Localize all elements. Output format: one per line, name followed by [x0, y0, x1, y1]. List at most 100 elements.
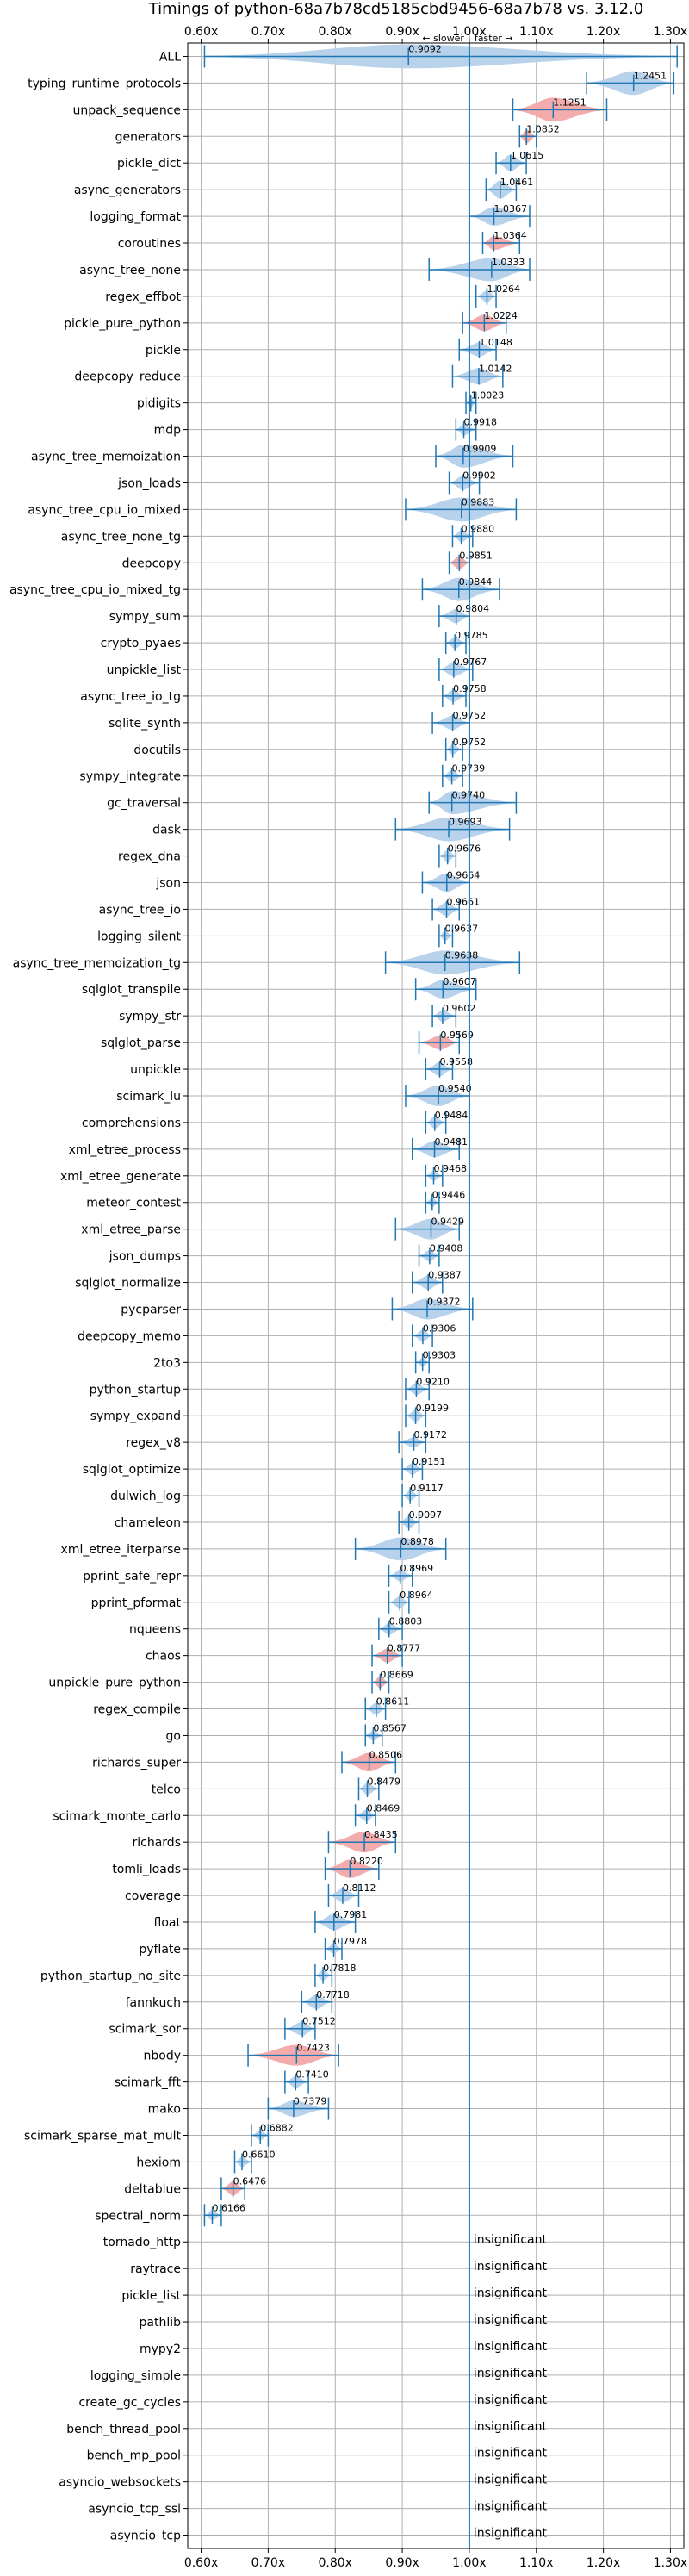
y-tick-label: mako	[148, 2103, 181, 2117]
median-value-label: 1.2451	[634, 70, 667, 81]
y-tick-label: pathlib	[140, 2316, 182, 2330]
y-tick-label: xml_etree_generate	[60, 1170, 181, 1184]
y-tick-label: asyncio_tcp_ssl	[88, 2503, 181, 2517]
y-tick-label: async_tree_memoization	[31, 451, 181, 464]
y-tick-label: pyflate	[139, 1943, 181, 1957]
y-tick-label: scimark_sparse_mat_mult	[24, 2129, 181, 2143]
median-value-label: 1.0264	[487, 283, 520, 295]
y-tick-label: sympy_sum	[109, 610, 181, 624]
y-tick-label: raytrace	[130, 2262, 181, 2276]
x-tick-label: 1.30x	[654, 25, 687, 39]
median-value-label: 0.9151	[413, 1456, 446, 1467]
insignificant-label: insignificant	[474, 2260, 548, 2274]
y-tick-label: dulwich_log	[110, 1490, 181, 1503]
y-tick-label: python_startup	[90, 1383, 181, 1397]
median-value-label: 0.9664	[447, 869, 481, 880]
median-value-label: 0.7410	[295, 2069, 329, 2081]
y-tick-label: float	[154, 1916, 182, 1930]
y-tick-label: deepcopy_memo	[78, 1329, 181, 1343]
median-value-label: 0.8506	[369, 1749, 403, 1760]
median-value-label: 0.9785	[455, 630, 488, 641]
y-tick-label: async_tree_none_tg	[61, 530, 181, 544]
y-tick-label: scimark_sor	[109, 2023, 181, 2037]
y-tick-label: asyncio_websockets	[59, 2476, 181, 2490]
median-value-label: 0.9804	[456, 603, 490, 614]
median-value-label: 0.9676	[448, 843, 481, 855]
median-value-label: 0.8479	[368, 1776, 401, 1787]
row-gridlines	[188, 55, 684, 2536]
y-tick-label: chameleon	[115, 1516, 181, 1530]
y-tick-label: pycparser	[121, 1303, 181, 1316]
y-tick-label: pickle_dict	[117, 157, 182, 171]
y-tick-label: 2to3	[153, 1356, 181, 1370]
x-tick-label: 1.00x	[452, 25, 486, 39]
median-value-label: 0.9902	[462, 470, 496, 481]
median-value-label: 0.9638	[445, 949, 479, 961]
median-value-label: 0.9481	[435, 1136, 469, 1148]
median-value-label: 0.6882	[260, 2122, 294, 2133]
median-value-label: 0.9303	[423, 1349, 456, 1360]
median-value-label: 0.9602	[443, 1003, 476, 1014]
median-value-label: 0.9210	[416, 1376, 449, 1387]
y-tick-label: async_tree_cpu_io_mixed_tg	[9, 583, 181, 597]
y-tick-label: json	[155, 876, 181, 890]
y-tick-label: pickle_list	[121, 2289, 181, 2303]
y-tick-label: coverage	[125, 1889, 181, 1903]
median-value-label: 0.8969	[400, 1563, 434, 1574]
insignificant-label: insignificant	[474, 2393, 548, 2407]
y-tick-label: regex_v8	[126, 1436, 181, 1450]
median-value-label: 0.9540	[438, 1083, 472, 1094]
median-value-label: 0.9199	[416, 1403, 450, 1414]
insignificant-label: insignificant	[474, 2500, 548, 2514]
median-value-label: 0.9607	[443, 976, 476, 987]
insignificant-label: insignificant	[474, 2527, 548, 2541]
y-tick-label: bench_mp_pool	[87, 2449, 181, 2463]
y-tick-label: ALL	[159, 50, 181, 64]
median-value-label: 0.9569	[440, 1030, 474, 1041]
y-tick-label: sympy_integrate	[79, 770, 181, 784]
y-tick-label: docutils	[133, 744, 181, 757]
x-tick-label: 0.90x	[385, 25, 419, 39]
y-tick-label: json_loads	[117, 476, 181, 490]
x-tick-label: 1.20x	[587, 2556, 620, 2570]
median-value-label: 0.9484	[435, 1110, 469, 1121]
annot-slower: ← slower	[422, 33, 464, 44]
y-tick-label: sympy_expand	[90, 1409, 181, 1423]
y-tick-label: async_tree_memoization_tg	[13, 956, 181, 970]
y-tick-label: spectral_norm	[95, 2209, 181, 2223]
y-tick-label: sympy_str	[119, 1010, 181, 1024]
y-tick-label: logging_simple	[90, 2369, 181, 2383]
median-value-label: 0.9172	[413, 1429, 447, 1440]
median-value-label: 0.8978	[400, 1536, 434, 1547]
median-value-label: 1.0364	[493, 230, 527, 241]
median-value-label: 1.0615	[511, 150, 544, 161]
median-value-label: 0.8611	[376, 1696, 410, 1708]
y-tick-label: pprint_pformat	[91, 1596, 182, 1610]
y-tick-label: sqlglot_optimize	[83, 1463, 181, 1477]
y-tick-label: generators	[115, 130, 181, 144]
y-tick-label: sqlglot_transpile	[82, 983, 181, 997]
insignificant-label: insignificant	[474, 2473, 548, 2487]
y-tick-label: scimark_monte_carlo	[53, 1809, 181, 1823]
median-value-label: 1.0367	[493, 203, 527, 215]
y-tick-label: typing_runtime_protocols	[28, 77, 181, 90]
median-value-label: 0.8669	[380, 1670, 413, 1681]
y-tick-label: sqlglot_parse	[101, 1036, 181, 1050]
median-value-label: 1.0333	[492, 257, 525, 268]
x-tick-label: 1.00x	[452, 2556, 486, 2570]
insignificant-label: insignificant	[474, 2367, 548, 2380]
median-value-label: 0.9408	[430, 1243, 463, 1254]
x-tick-label: 1.20x	[587, 25, 620, 39]
median-value-label: 0.7981	[334, 1909, 368, 1920]
x-tick-label: 0.80x	[319, 25, 352, 39]
median-value-label: 0.9117	[410, 1483, 444, 1494]
y-tick-label: pidigits	[137, 397, 181, 411]
y-tick-label: unpickle	[130, 1063, 181, 1077]
y-tick-label: gc_traversal	[107, 797, 181, 811]
y-tick-labels: ALL typing_runtime_protocols unpack_sequen…	[9, 50, 188, 2543]
y-tick-label: richards_super	[92, 1756, 181, 1770]
x-tick-label: 0.70x	[251, 2556, 285, 2570]
median-value-label: 0.8220	[350, 1856, 383, 1867]
y-tick-label: bench_thread_pool	[66, 2423, 181, 2436]
